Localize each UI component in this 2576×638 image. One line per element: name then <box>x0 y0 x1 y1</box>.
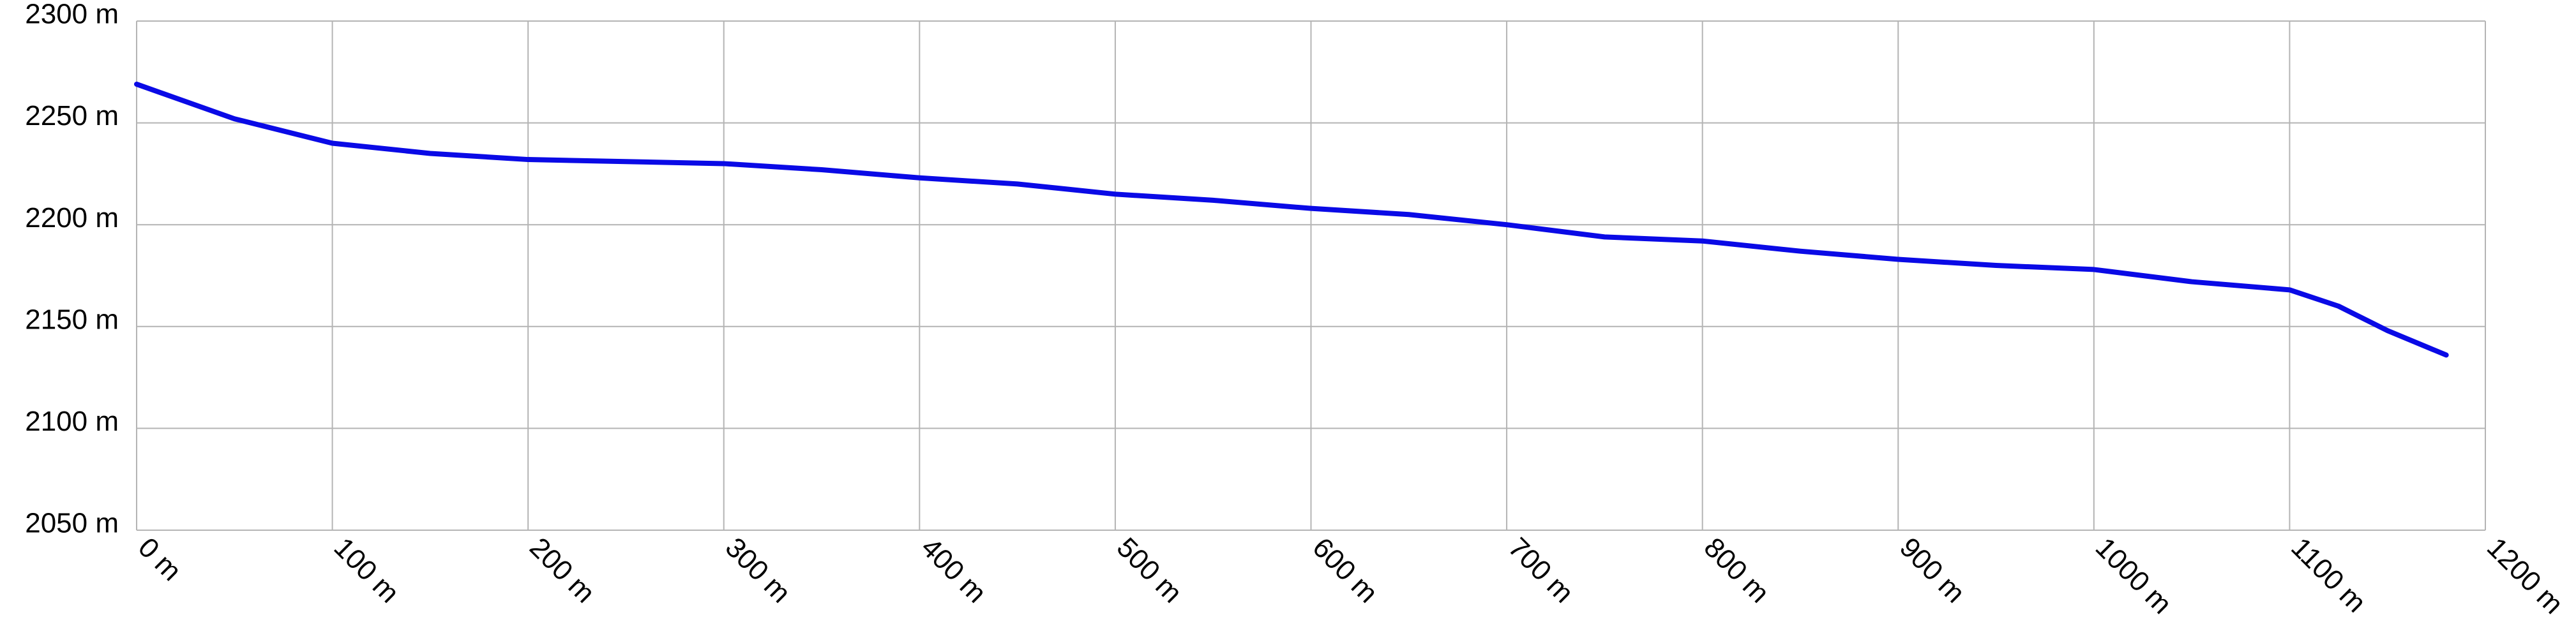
x-tick-label: 1100 m <box>2285 531 2372 618</box>
y-tick-label: 2200 m <box>25 202 119 234</box>
y-tick-label: 2050 m <box>25 508 119 539</box>
x-tick-label: 1000 m <box>2090 531 2178 619</box>
x-tick-label: 800 m <box>1698 531 1775 609</box>
elevation-line <box>134 81 2449 358</box>
x-tick-label: 600 m <box>1306 531 1383 609</box>
y-tick-label: 2100 m <box>25 406 119 437</box>
x-tick-label: 200 m <box>523 531 601 609</box>
y-tick-label: 2300 m <box>25 0 119 30</box>
x-tick-label: 500 m <box>1111 531 1188 609</box>
x-tick-label: 700 m <box>1502 531 1579 609</box>
x-tick-label: 900 m <box>1894 531 1971 609</box>
x-tick-label: 1200 m <box>2481 531 2569 619</box>
x-tick-label: 0 m <box>132 531 188 587</box>
y-tick-label: 2150 m <box>25 304 119 335</box>
x-tick-label: 100 m <box>328 531 405 609</box>
x-tick-label: 400 m <box>915 531 992 609</box>
y-tick-label: 2250 m <box>25 100 119 131</box>
x-tick-label: 300 m <box>719 531 797 609</box>
